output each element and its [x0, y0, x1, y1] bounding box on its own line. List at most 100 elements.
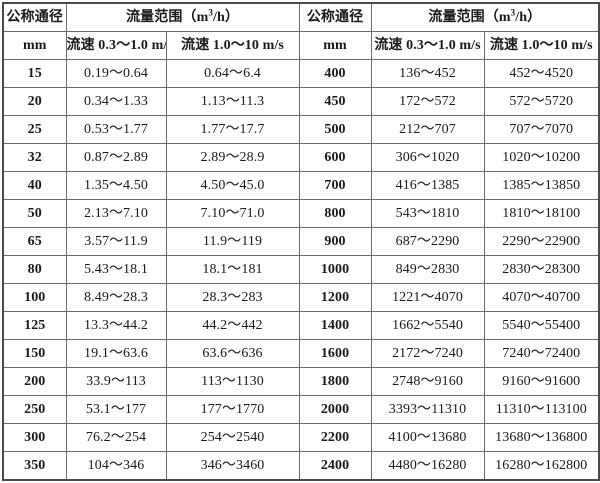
table-row: 250 53.1～177 177～1770 2000 3393～11310 11310～1…	[2, 395, 600, 424]
cell-nominal-diameter-right: 1400	[298, 311, 372, 340]
cell-flow-high-right: 707～7070	[483, 115, 600, 144]
cell-nominal-diameter-left: 100	[2, 283, 67, 312]
cell-flow-high-right: 16280～162800	[483, 451, 600, 481]
cell-flow-high-right: 1810～18100	[483, 199, 600, 228]
cell-nominal-diameter-left: 32	[2, 143, 67, 172]
cell-flow-high-left: 1.13～11.3	[165, 87, 300, 116]
cell-flow-low-left: 0.87～2.89	[65, 143, 167, 172]
header-flow-range-left-prefix: 流量范围（m	[126, 10, 209, 25]
cell-flow-high-right: 9160～91600	[483, 367, 600, 396]
cell-flow-low-right: 2748～9160	[370, 367, 485, 396]
cell-flow-high-right: 572～5720	[483, 87, 600, 116]
header-row-primary: 公称通径 流量范围（m3/h） 公称通径 流量范围（m3/h）	[2, 2, 600, 32]
cell-flow-high-left: 2.89～28.9	[165, 143, 300, 172]
cell-nominal-diameter-left: 250	[2, 395, 67, 424]
cell-flow-low-right: 212～707	[370, 115, 485, 144]
cell-flow-low-left: 0.19～0.64	[65, 59, 167, 88]
cell-nominal-diameter-left: 50	[2, 199, 67, 228]
cell-flow-low-right: 172～572	[370, 87, 485, 116]
header-velocity-low-right: 流速 0.3～1.0 m/s	[370, 31, 485, 60]
header-flow-range-left: 流量范围（m3/h）	[65, 2, 300, 32]
header-unit-mm-right: mm	[298, 31, 372, 60]
header-flow-range-right: 流量范围（m3/h）	[370, 2, 600, 32]
header-flow-range-left-exponent: 3	[208, 7, 213, 18]
cell-flow-low-right: 543～1810	[370, 199, 485, 228]
cell-nominal-diameter-left: 65	[2, 227, 67, 256]
cell-flow-low-left: 5.43～18.1	[65, 255, 167, 284]
table-row: 125 13.3～44.2 44.2～442 1400 1662～5540 5540～55…	[2, 311, 600, 340]
cell-flow-low-left: 1.35～4.50	[65, 171, 167, 200]
cell-flow-high-left: 63.6～636	[165, 339, 300, 368]
cell-flow-high-left: 7.10～71.0	[165, 199, 300, 228]
cell-nominal-diameter-right: 1000	[298, 255, 372, 284]
cell-flow-high-left: 28.3～283	[165, 283, 300, 312]
header-velocity-high-right: 流速 1.0～10 m/s	[483, 31, 600, 60]
header-flow-range-right-prefix: 流量范围（m	[428, 10, 511, 25]
cell-flow-low-left: 76.2～254	[65, 423, 167, 452]
cell-nominal-diameter-right: 2200	[298, 423, 372, 452]
header-row-secondary: mm 流速 0.3～1.0 m/s 流速 1.0～10 m/s mm 流速 0.…	[2, 31, 600, 60]
header-nominal-diameter-right: 公称通径	[298, 2, 372, 32]
cell-flow-high-right: 452～4520	[483, 59, 600, 88]
cell-nominal-diameter-right: 800	[298, 199, 372, 228]
header-flow-range-left-suffix: /h）	[212, 10, 239, 25]
cell-flow-high-left: 18.1～181	[165, 255, 300, 284]
table-row: 150 19.1～63.6 63.6～636 1600 2172～7240 7240～72…	[2, 339, 600, 368]
cell-flow-low-left: 19.1～63.6	[65, 339, 167, 368]
table-row: 80 5.43～18.1 18.1～181 1000 849～2830 2830～2830…	[2, 255, 600, 284]
cell-flow-low-right: 306～1020	[370, 143, 485, 172]
cell-flow-high-right: 7240～72400	[483, 339, 600, 368]
cell-nominal-diameter-left: 25	[2, 115, 67, 144]
cell-nominal-diameter-left: 150	[2, 339, 67, 368]
cell-flow-low-left: 3.57～11.9	[65, 227, 167, 256]
table-row: 40 1.35～4.50 4.50～45.0 700 416～1385 1385～1385…	[2, 171, 600, 200]
cell-nominal-diameter-left: 20	[2, 87, 67, 116]
cell-nominal-diameter-right: 400	[298, 59, 372, 88]
table-row: 25 0.53～1.77 1.77～17.7 500 212～707 707～7070	[2, 115, 600, 144]
table-row: 100 8.49～28.3 28.3～283 1200 1221～4070 4070～40…	[2, 283, 600, 312]
cell-flow-low-right: 136～452	[370, 59, 485, 88]
cell-flow-high-right: 5540～55400	[483, 311, 600, 340]
cell-nominal-diameter-left: 125	[2, 311, 67, 340]
header-flow-range-right-exponent: 3	[510, 7, 516, 18]
cell-nominal-diameter-left: 15	[2, 59, 67, 88]
header-velocity-low-left: 流速 0.3～1.0 m/s	[65, 31, 167, 60]
cell-flow-low-left: 53.1～177	[65, 395, 167, 424]
cell-nominal-diameter-left: 350	[2, 451, 67, 481]
cell-flow-high-left: 346～3460	[165, 451, 300, 481]
cell-flow-low-right: 1662～5540	[370, 311, 485, 340]
cell-flow-high-right: 11310～113100	[483, 395, 600, 424]
cell-flow-low-right: 2172～7240	[370, 339, 485, 368]
cell-flow-low-right: 416～1385	[370, 171, 485, 200]
cell-flow-low-left: 2.13～7.10	[65, 199, 167, 228]
cell-nominal-diameter-right: 2000	[298, 395, 372, 424]
cell-flow-high-right: 2830～28300	[483, 255, 600, 284]
cell-flow-high-right: 13680～136800	[483, 423, 600, 452]
table-row: 200 33.9～113 113～1130 1800 2748～9160 9160～916…	[2, 367, 600, 396]
cell-nominal-diameter-left: 40	[2, 171, 67, 200]
cell-flow-high-left: 4.50～45.0	[165, 171, 300, 200]
cell-flow-high-right: 1020～10200	[483, 143, 600, 172]
cell-flow-high-left: 254～2540	[165, 423, 300, 452]
cell-flow-low-right: 4480～16280	[370, 451, 485, 481]
header-flow-range-right-suffix: /h）	[515, 10, 542, 25]
cell-flow-high-left: 11.9～119	[165, 227, 300, 256]
header-nominal-diameter-left: 公称通径	[2, 2, 67, 32]
header-velocity-high-left: 流速 1.0～10 m/s	[165, 31, 300, 60]
table-row: 20 0.34～1.33 1.13～11.3 450 172～572 572～5720	[2, 87, 600, 116]
cell-flow-high-right: 4070～40700	[483, 283, 600, 312]
cell-nominal-diameter-left: 200	[2, 367, 67, 396]
table-row: 50 2.13～7.10 7.10～71.0 800 543～1810 1810～1810…	[2, 199, 600, 228]
cell-flow-high-right: 1385～13850	[483, 171, 600, 200]
cell-nominal-diameter-right: 1200	[298, 283, 372, 312]
cell-flow-high-left: 1.77～17.7	[165, 115, 300, 144]
cell-flow-high-left: 0.64～6.4	[165, 59, 300, 88]
cell-nominal-diameter-right: 450	[298, 87, 372, 116]
table-row: 350 104～346 346～3460 2400 4480～16280 16280～16…	[2, 451, 600, 481]
cell-nominal-diameter-right: 1800	[298, 367, 372, 396]
table-row: 65 3.57～11.9 11.9～119 900 687～2290 2290～22900	[2, 227, 600, 256]
cell-flow-low-left: 13.3～44.2	[65, 311, 167, 340]
cell-flow-low-left: 0.34～1.33	[65, 87, 167, 116]
cell-nominal-diameter-right: 900	[298, 227, 372, 256]
